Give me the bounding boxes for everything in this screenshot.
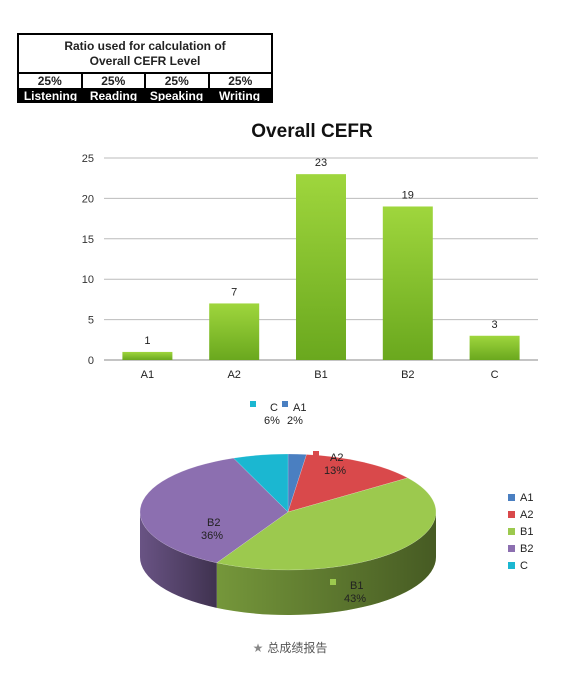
bar-chart-title: Overall CEFR (251, 121, 373, 142)
ratio-percent-reading: 25% (83, 74, 146, 88)
legend-label-A2: A2 (520, 509, 533, 521)
ratio-percent-listening: 25% (19, 74, 83, 88)
pie-label-category: A2 (330, 452, 343, 464)
x-tick-label-B2: B2 (401, 369, 414, 381)
bar-chart-x-axis: A1 A2 B1 B2 C (141, 369, 499, 381)
pie-label-value: 6% (264, 415, 280, 427)
bar-chart-data-labels: 1 7 23 19 3 (144, 157, 497, 347)
pie-3d-sides (140, 512, 436, 615)
image-caption: ★ 总成绩报告 (0, 639, 580, 656)
pie-label-marker (313, 451, 319, 457)
x-tick-label-A1: A1 (141, 369, 154, 381)
ratio-percent-writing: 25% (228, 74, 253, 88)
pie-side-shade-B2 (140, 512, 217, 608)
pie-label-category: B2 (207, 517, 220, 529)
ratio-table: Ratio used for calculation of Overall CE… (17, 33, 273, 103)
ratio-skill-listening: Listening (23, 89, 78, 101)
bar-B1 (296, 174, 346, 360)
star-icon: ★ (252, 641, 264, 655)
legend-label-C: C (520, 560, 528, 572)
pie-slices (139, 453, 437, 571)
ratio-table-title: Ratio used for calculation of Overall CE… (19, 35, 271, 74)
pie-side-shade-B1 (216, 512, 436, 615)
bar-A2 (209, 303, 260, 360)
data-label-A2: 7 (231, 286, 237, 298)
legend-label-A1: A1 (520, 492, 533, 504)
pie-label-value: 2% (287, 415, 303, 427)
ratio-title-line1: Ratio used for calculation of (64, 39, 226, 53)
y-tick-label: 25 (82, 153, 94, 165)
bar-C (469, 335, 520, 360)
ratio-title-line2: Overall CEFR Level (89, 54, 201, 68)
data-label-A1: 1 (144, 335, 150, 347)
y-tick-label: 20 (82, 193, 94, 205)
x-tick-label-C: C (491, 369, 499, 381)
data-label-C: 3 (492, 319, 498, 331)
pie-label-marker (188, 516, 194, 522)
bar-B2 (382, 206, 433, 360)
legend-swatch-A1 (508, 494, 515, 501)
pie-label-category: A1 (293, 402, 306, 414)
ratio-percent-row: 25% 25% 25% 25% (19, 74, 271, 88)
legend-label-B1: B1 (520, 526, 533, 538)
caption-text: 总成绩报告 (267, 641, 328, 655)
pie-label-value: 13% (324, 465, 346, 477)
ratio-percent-speaking: 25% (146, 74, 210, 88)
pie-label-value: 43% (344, 593, 366, 605)
y-tick-label: 5 (88, 315, 94, 327)
y-tick-label: 10 (82, 274, 94, 286)
pie-slice-C (232, 453, 289, 513)
pie-slice-B2 (139, 457, 289, 564)
legend-swatch-B1 (508, 528, 515, 535)
pie-label-category: C (270, 402, 278, 414)
pie-label-marker (282, 401, 288, 407)
pie-label-marker (250, 401, 256, 407)
pie-slice-A1 (287, 453, 307, 513)
bar-chart-y-axis: 0 5 10 15 20 25 (82, 153, 94, 367)
ratio-skill-speaking: Speaking (149, 89, 204, 101)
x-tick-label-B1: B1 (314, 369, 327, 381)
pie-slice-B1 (216, 477, 437, 571)
data-label-B2: 19 (402, 189, 414, 201)
y-tick-label: 0 (88, 355, 94, 367)
pie-legend: A1 A2 B1 B2 C (508, 492, 533, 572)
legend-label-B2: B2 (520, 543, 533, 555)
bar-chart-bars (122, 174, 520, 360)
pie-label-marker (330, 579, 336, 585)
pie-label-category: B1 (350, 580, 363, 592)
x-tick-label-A2: A2 (227, 369, 240, 381)
pie-label-value: 36% (201, 530, 223, 542)
legend-swatch-A2 (508, 511, 515, 518)
overall-cefr-bar-chart: Overall CEFR 0 5 10 15 20 25 1 7 23 19 3 A1 A2 B1 B2… (82, 121, 538, 381)
ratio-skill-row: Listening Reading Speaking Writing (19, 88, 271, 101)
pie-label-C: C6% (250, 401, 280, 427)
ratio-skill-writing: Writing (218, 89, 261, 101)
y-tick-label: 15 (82, 234, 94, 246)
ratio-skill-reading: Reading (89, 89, 138, 101)
pie-label-A1: A12% (282, 401, 306, 427)
legend-swatch-C (508, 562, 515, 569)
legend-swatch-B2 (508, 545, 515, 552)
data-label-B1: 23 (315, 157, 327, 169)
bar-A1 (122, 351, 173, 360)
